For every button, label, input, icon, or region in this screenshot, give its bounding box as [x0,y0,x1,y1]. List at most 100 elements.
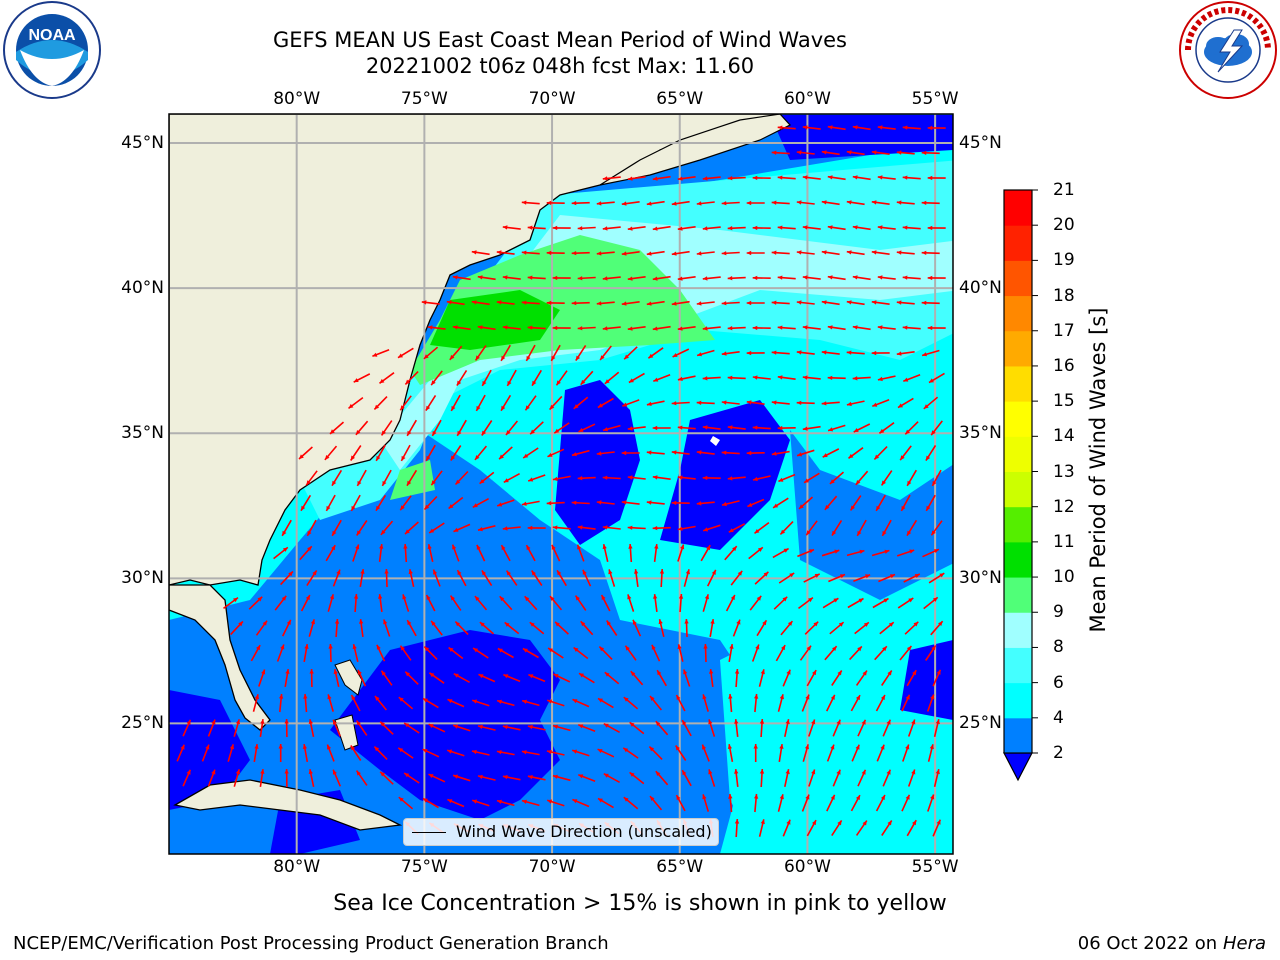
wave-arrow [696,201,715,206]
wave-arrow [552,275,571,281]
wave-arrow [802,225,821,230]
wave-arrow [752,275,771,281]
wave-arrow [582,569,592,587]
wave-arrow [907,719,916,737]
lon-tick-top: 55°W [911,89,959,109]
wave-arrow [628,543,633,563]
wave-arrow [728,523,746,533]
wave-arrow [821,250,840,256]
wave-arrow [846,400,865,407]
wave-arrow [874,645,888,661]
wave-arrow [827,275,846,281]
wave-arrow [452,275,471,281]
wave-arrow [576,544,585,562]
wave-arrow [772,547,789,559]
wave-arrow [871,549,890,557]
wave-arrow [255,620,268,636]
wave-arrow [404,671,419,685]
wave-arrow [496,750,515,756]
wave-arrow [752,175,771,181]
wave-arrow [456,419,467,437]
map-legend: Wind Wave Direction (unscaled) [403,818,719,846]
wave-arrow [496,250,515,255]
wave-arrow [852,225,871,231]
wave-arrow [652,325,671,331]
wave-arrow [399,645,412,661]
wave-arrow [503,673,521,683]
wave-arrow [621,301,640,306]
wave-arrow [675,694,686,712]
wave-arrow [721,500,740,507]
wave-arrow [452,774,471,782]
wave-arrow [446,749,465,757]
wave-arrow [803,472,820,484]
wave-arrow [822,448,840,458]
wave-arrow [797,548,815,558]
wave-arrow [932,819,942,837]
wave-arrow [752,325,771,331]
noaa-logo-icon: NOAA [3,1,101,99]
wave-arrow [603,722,620,734]
wave-arrow [596,201,615,206]
wave-arrow [479,471,495,485]
wave-arrow [696,501,715,506]
wave-arrow [555,370,568,386]
wave-arrow [505,570,518,586]
wave-arrow [754,793,759,813]
wave-arrow [746,350,765,356]
wave-arrow [477,525,496,532]
wave-arrow [428,522,445,534]
wave-arrow [727,326,746,331]
wave-arrow [758,669,765,687]
wave-arrow [925,645,937,661]
period-field-2d [169,690,250,810]
wave-arrow [653,544,659,562]
wave-arrow [782,819,791,837]
wave-arrow [431,419,442,437]
wave-arrow [280,570,294,586]
wave-arrow [448,496,464,510]
wave-arrow [777,375,796,380]
wave-arrow [696,349,715,357]
lat-tick-right: 30°N [959,568,1002,589]
wave-arrow [652,526,671,531]
wave-arrow [855,820,868,836]
wave-arrow [902,325,921,330]
wave-arrow [701,744,710,762]
wave-arrow [826,744,835,762]
wave-arrow [780,620,794,636]
wave-arrow [227,744,234,762]
wave-arrow [577,326,596,331]
wave-arrow [846,300,865,306]
wave-arrow [646,300,665,306]
wave-arrow [571,749,590,757]
legend-label: Wind Wave Direction (unscaled) [456,822,712,841]
wave-arrow [447,798,465,808]
wave-arrow [746,250,765,256]
wave-arrow [826,794,836,812]
wave-arrow [408,569,415,587]
wave-arrow [904,421,919,435]
wave-arrow [552,225,571,231]
wave-arrow [474,595,488,611]
wave-arrow [896,351,915,356]
wave-arrow [597,397,614,409]
wave-arrow [875,494,886,512]
wave-arrow [771,200,790,205]
wave-arrow [356,520,368,536]
wave-arrow [734,719,739,737]
wave-arrow [552,774,571,782]
wave-arrow [802,375,821,380]
wave-arrow [627,426,646,431]
wave-arrow [727,476,746,481]
wave-arrow [702,176,721,181]
wave-arrow [449,595,462,611]
wave-arrow [580,370,594,386]
wave-arrow [802,425,821,431]
wave-arrow [502,526,521,531]
lon-tick-top: 75°W [400,89,448,109]
wave-arrow [381,469,392,487]
lon-tick-top: 70°W [528,89,576,109]
wave-arrow [527,525,546,531]
